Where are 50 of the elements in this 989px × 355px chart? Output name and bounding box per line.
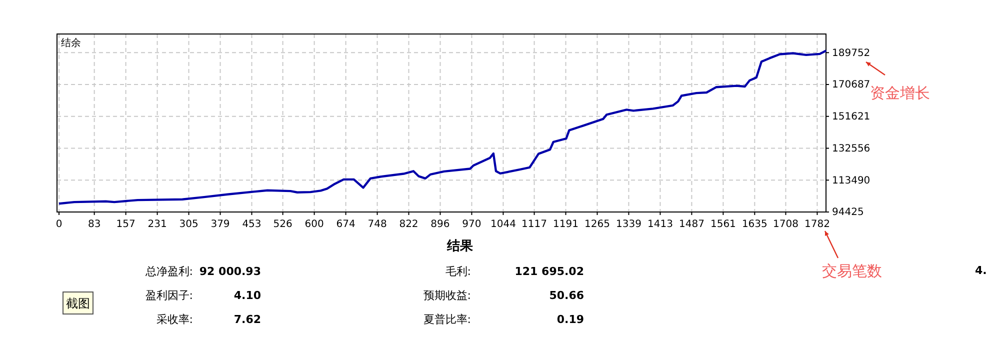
x-tick-label: 83 — [88, 219, 101, 230]
text: 资金增长 — [870, 84, 930, 102]
text: 交易笔数 — [822, 262, 882, 280]
x-tick-label: 1635 — [742, 219, 768, 230]
x-tick-label: 1782 — [804, 219, 830, 230]
x-tick-label: 157 — [116, 219, 136, 230]
text: 采收率: — [156, 313, 193, 326]
x-tick-label: 1117 — [522, 219, 547, 230]
x-tick-label: 0 — [56, 219, 62, 230]
x-tick-label: 748 — [368, 219, 387, 230]
x-tick-label: 1339 — [616, 219, 642, 230]
text: 总净盈利: — [144, 265, 193, 278]
x-tick-label: 896 — [430, 219, 450, 230]
x-tick-label: 1265 — [584, 219, 610, 230]
x-tick-label: 1487 — [678, 219, 704, 230]
text: 50.66 — [549, 289, 584, 302]
x-tick-label: 1044 — [490, 219, 516, 230]
y-tick-label: 170687 — [832, 80, 870, 91]
text: 夏普比率: — [423, 313, 471, 326]
text: 结果 — [446, 239, 474, 254]
text: 121 695.02 — [514, 265, 584, 278]
x-tick-label: 822 — [399, 219, 418, 230]
text: 7.62 — [234, 313, 261, 326]
text: 盈利因子: — [145, 289, 193, 302]
y-axis-title: 结余 — [61, 37, 81, 49]
x-tick-label: 453 — [242, 219, 262, 230]
text: 4.10 — [234, 289, 262, 302]
text: 4. — [975, 264, 987, 277]
x-tick-label: 1413 — [647, 219, 673, 230]
x-tick-label: 305 — [179, 219, 198, 230]
x-tick-label: 674 — [336, 219, 356, 230]
x-tick-label: 231 — [148, 219, 167, 230]
x-tick-label: 970 — [462, 219, 482, 230]
text: 92 000.93 — [199, 265, 261, 278]
y-tick-label: 132556 — [832, 143, 870, 154]
x-tick-label: 526 — [273, 219, 292, 230]
x-tick-label: 600 — [304, 219, 324, 230]
text: 0.19 — [556, 313, 584, 326]
x-tick-label: 1191 — [553, 219, 578, 230]
button: 截图 — [62, 292, 94, 314]
y-tick-label: 94425 — [832, 207, 864, 218]
y-tick-label: 189752 — [832, 48, 870, 59]
y-tick-label: 151621 — [832, 112, 870, 123]
x-tick-label: 379 — [210, 219, 230, 230]
y-tick-label: 113490 — [832, 175, 870, 186]
line-series — [58, 50, 828, 205]
text: 毛利: — [445, 265, 471, 278]
x-tick-label: 1708 — [773, 219, 798, 230]
x-tick-label: 1561 — [710, 219, 736, 230]
text: 预期收益: — [423, 289, 471, 302]
